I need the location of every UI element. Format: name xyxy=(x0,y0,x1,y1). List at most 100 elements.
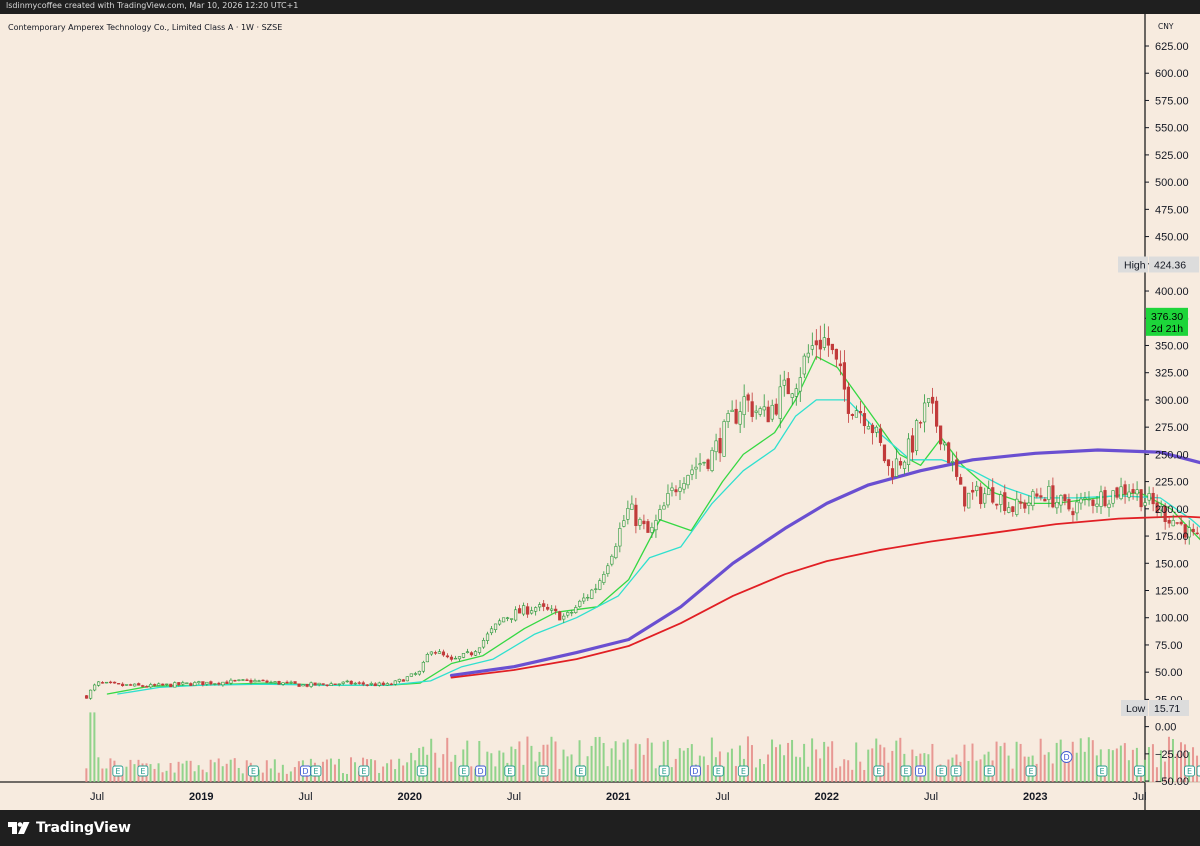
volume-bar xyxy=(430,738,433,782)
tradingview-logo[interactable]: TradingView xyxy=(8,820,131,836)
volume-bar xyxy=(879,744,882,782)
candle-body xyxy=(301,684,305,687)
candle-body xyxy=(690,469,694,475)
volume-bar xyxy=(386,763,389,782)
candle-body xyxy=(361,682,365,685)
volume-bar xyxy=(109,758,112,782)
volume-bar xyxy=(149,764,152,782)
volume-bar xyxy=(754,767,757,782)
candle-body xyxy=(826,337,830,346)
earnings-marker[interactable] xyxy=(537,765,549,777)
price-scale-background[interactable] xyxy=(1145,14,1200,782)
candle-body xyxy=(441,651,446,656)
earnings-marker[interactable] xyxy=(1184,765,1195,777)
time-tick-label: Jul xyxy=(90,791,104,803)
candle-body xyxy=(602,574,606,583)
earnings-marker[interactable] xyxy=(416,765,428,777)
earnings-marker[interactable] xyxy=(935,765,947,777)
marker-label: E xyxy=(741,767,746,776)
earnings-marker[interactable] xyxy=(137,765,149,777)
candle-body xyxy=(1003,492,1007,511)
low-label: Low xyxy=(1126,703,1146,715)
volume-bar xyxy=(350,757,353,782)
earnings-marker[interactable] xyxy=(1134,765,1145,777)
volume-bar xyxy=(213,762,216,782)
candle-body xyxy=(866,426,871,430)
volume-bar xyxy=(1171,739,1174,782)
marker-label: E xyxy=(420,767,425,776)
event-markers[interactable]: EEEDEEEEDEEEEDEEEEDEEEEEEEEEEEEEDEEEEEEE… xyxy=(112,751,1200,777)
earnings-marker[interactable] xyxy=(1025,765,1037,777)
candle-body xyxy=(153,684,157,686)
volume-bar xyxy=(787,742,790,782)
volume-bar xyxy=(526,736,529,782)
candle-body xyxy=(778,386,782,419)
candle-body xyxy=(518,608,522,614)
dividend-badge-label: D xyxy=(1063,753,1069,762)
earnings-marker[interactable] xyxy=(310,765,322,777)
earnings-marker[interactable] xyxy=(873,765,885,777)
volume-bar xyxy=(442,754,445,782)
time-scale-background[interactable] xyxy=(0,782,1145,810)
candle-body xyxy=(317,682,321,685)
candle-body xyxy=(265,680,269,683)
tradingview-wordmark: TradingView xyxy=(36,820,131,836)
volume-bar xyxy=(1107,749,1110,782)
marker-label: E xyxy=(1187,767,1192,776)
candle-body xyxy=(1159,506,1163,511)
candle-body xyxy=(1091,499,1095,506)
earnings-marker[interactable] xyxy=(358,765,370,777)
volume-bar xyxy=(738,745,741,782)
candle-body xyxy=(766,406,770,423)
credit-text: lsdinmycoffee created with TradingView.c… xyxy=(6,1,299,10)
earnings-marker[interactable] xyxy=(983,765,995,777)
candle-body xyxy=(526,606,530,615)
price-chart[interactable]: Contemporary Amperex Technology Co., Lim… xyxy=(0,14,1200,810)
volume-bar xyxy=(1159,750,1162,782)
volume-bar xyxy=(899,737,902,782)
volume-bar xyxy=(414,760,417,782)
marker-label: E xyxy=(953,767,958,776)
earnings-marker[interactable] xyxy=(712,765,724,777)
candle-body xyxy=(1063,494,1067,502)
candle-body xyxy=(121,683,125,687)
candle-body xyxy=(149,684,153,688)
candle-body xyxy=(193,682,197,686)
dividend-marker[interactable] xyxy=(475,765,487,777)
earnings-marker[interactable] xyxy=(900,765,912,777)
high-label: High xyxy=(1124,259,1146,271)
earnings-marker[interactable] xyxy=(1196,765,1200,777)
earnings-marker[interactable] xyxy=(1096,765,1108,777)
earnings-marker[interactable] xyxy=(658,765,670,777)
dividend-marker[interactable] xyxy=(915,765,927,777)
price-tick-label: 450.00 xyxy=(1155,232,1189,244)
volume-bar xyxy=(486,751,489,782)
time-tick-label: 2020 xyxy=(398,791,422,803)
volume-bar xyxy=(341,773,344,782)
candle-body xyxy=(598,580,602,590)
candle-body xyxy=(534,607,538,612)
candle-body xyxy=(730,409,734,412)
dividend-marker[interactable] xyxy=(689,765,701,777)
volume-bar xyxy=(1135,747,1138,782)
earnings-marker[interactable] xyxy=(575,765,587,777)
earnings-marker[interactable] xyxy=(458,765,470,777)
earnings-marker[interactable] xyxy=(737,765,749,777)
volume-bar xyxy=(514,749,517,782)
earnings-marker[interactable] xyxy=(247,765,259,777)
marker-label: E xyxy=(115,767,120,776)
dividend-badge[interactable] xyxy=(1060,751,1073,763)
volume-bar xyxy=(722,766,725,782)
volume-bar xyxy=(566,756,569,782)
volume-bar xyxy=(602,742,605,782)
marker-label: E xyxy=(939,767,944,776)
price-tick-label: 625.00 xyxy=(1155,41,1189,53)
volume-bar xyxy=(827,746,830,782)
earnings-marker[interactable] xyxy=(112,765,124,777)
earnings-marker[interactable] xyxy=(504,765,516,777)
earnings-marker[interactable] xyxy=(950,765,962,777)
time-tick-label: Jul xyxy=(507,791,521,803)
price-tick-label: 150.00 xyxy=(1155,558,1189,570)
price-tick-label: 125.00 xyxy=(1155,586,1189,598)
candle-body xyxy=(1111,490,1115,504)
